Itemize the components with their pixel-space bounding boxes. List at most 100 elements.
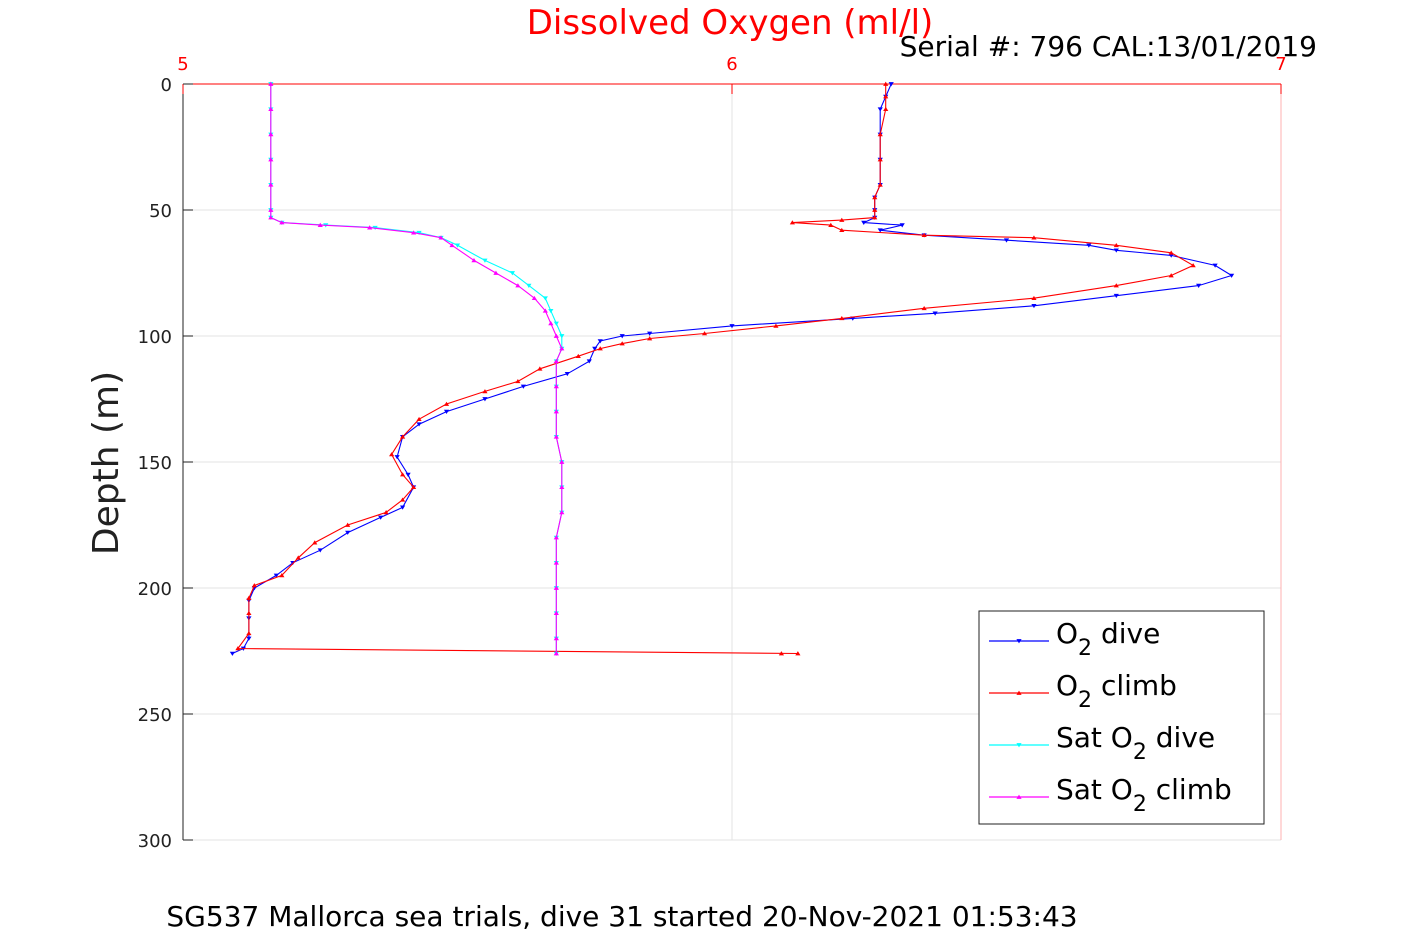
data-point-sat-o2-climb	[515, 283, 521, 288]
data-point-o2-climb	[883, 106, 889, 112]
legend-item-o2-climb: O2 climb	[989, 669, 1177, 713]
data-point-sat-o2-climb	[559, 510, 565, 515]
data-point-sat-o2-climb	[553, 409, 559, 414]
data-point-sat-o2-dive	[553, 321, 559, 326]
data-point-sat-o2-climb	[449, 242, 455, 248]
data-point-sat-o2-climb	[471, 258, 477, 263]
data-point-o2-dive	[597, 339, 603, 344]
data-point-sat-o2-dive	[454, 243, 461, 248]
data-point-o2-dive	[317, 548, 323, 553]
legend-item-o2-dive: O2 dive	[989, 617, 1160, 661]
data-point-sat-o2-climb	[553, 384, 559, 389]
series-layer	[229, 81, 1235, 656]
data-point-o2-dive	[520, 384, 526, 389]
data-point-o2-climb	[246, 631, 252, 636]
data-point-o2-dive	[861, 220, 867, 225]
data-point-sat-o2-climb	[559, 346, 565, 351]
data-point-o2-climb	[1113, 242, 1119, 248]
data-point-o2-climb	[883, 94, 889, 99]
data-point-o2-dive	[1212, 263, 1218, 268]
y-tick-label: 0	[161, 75, 172, 96]
data-point-o2-climb	[877, 157, 883, 162]
data-point-sat-o2-climb	[531, 295, 537, 301]
data-point-o2-climb	[1031, 235, 1037, 240]
data-point-o2-climb	[246, 610, 252, 616]
data-point-o2-climb	[1113, 283, 1119, 288]
data-point-o2-climb	[383, 510, 389, 515]
data-point-o2-dive	[1113, 293, 1119, 299]
data-point-o2-dive	[378, 515, 384, 520]
data-point-sat-o2-climb	[553, 358, 559, 364]
data-point-o2-dive	[443, 409, 450, 414]
data-point-sat-o2-climb	[268, 132, 274, 137]
data-point-sat-o2-climb	[553, 333, 559, 338]
data-point-sat-o2-dive	[526, 283, 532, 288]
chart-title: Dissolved Oxygen (ml/l)	[527, 3, 934, 43]
data-point-o2-climb	[235, 646, 241, 651]
data-point-o2-climb	[389, 452, 395, 457]
dive-caption: SG537 Mallorca sea trials, dive 31 start…	[166, 900, 1077, 933]
data-point-sat-o2-climb	[268, 215, 274, 220]
data-point-sat-o2-climb	[268, 182, 274, 187]
data-point-o2-climb	[443, 401, 450, 406]
data-point-o2-climb	[410, 484, 417, 490]
data-point-o2-climb	[482, 389, 488, 394]
legend-label: O2 dive	[1056, 617, 1160, 661]
data-point-sat-o2-dive	[548, 308, 554, 314]
data-point-o2-dive	[888, 82, 894, 87]
x-tick-label: 6	[726, 54, 737, 75]
data-point-o2-dive	[345, 530, 351, 535]
legend-item-sat-o2-dive: Sat O2 dive	[989, 721, 1215, 765]
data-point-o2-climb	[778, 651, 785, 656]
data-point-o2-climb	[828, 222, 834, 227]
data-point-sat-o2-climb	[493, 270, 499, 275]
data-point-sat-o2-climb	[553, 585, 559, 590]
data-point-sat-o2-climb	[559, 484, 565, 490]
data-point-o2-dive	[586, 359, 592, 364]
data-point-o2-dive	[405, 472, 411, 477]
data-point-sat-o2-dive	[416, 230, 422, 236]
data-point-sat-o2-climb	[548, 321, 554, 326]
x-tick-label: 5	[177, 54, 188, 75]
legend-label-base: O	[1056, 669, 1078, 702]
data-point-o2-dive	[1196, 283, 1202, 288]
data-point-o2-dive	[647, 331, 653, 336]
data-point-sat-o2-climb	[542, 308, 548, 313]
data-point-sat-o2-climb	[553, 651, 559, 656]
data-point-o2-climb	[789, 220, 795, 225]
axes: 5 6 7 0 50 100 150 200 250 300	[138, 54, 1287, 852]
data-point-sat-o2-climb	[553, 535, 559, 540]
y-tick-label: 250	[138, 705, 172, 726]
data-point-sat-o2-dive	[482, 258, 488, 263]
data-point-sat-o2-dive	[559, 334, 565, 339]
data-point-sat-o2-climb	[410, 230, 417, 235]
data-point-o2-climb	[1031, 295, 1037, 301]
data-point-o2-climb	[400, 434, 406, 439]
data-point-o2-climb	[251, 583, 257, 588]
data-point-o2-dive	[592, 346, 598, 351]
series-line-sat-o2-climb	[270, 84, 563, 654]
legend-swatch-marker	[1016, 690, 1022, 695]
data-point-o2-climb	[872, 195, 878, 200]
data-point-o2-climb	[701, 331, 708, 336]
data-point-sat-o2-climb	[553, 560, 559, 565]
data-point-o2-dive	[619, 334, 625, 339]
data-point-o2-dive	[394, 455, 400, 460]
data-point-o2-dive	[416, 422, 422, 427]
data-point-o2-dive	[400, 505, 406, 510]
legend-label-subscript: 2	[1078, 688, 1092, 713]
data-point-o2-dive	[1113, 248, 1119, 253]
data-point-sat-o2-climb	[268, 106, 274, 112]
data-point-sat-o2-climb	[268, 157, 274, 162]
legend-swatch-marker	[1016, 639, 1022, 644]
y-tick-label: 150	[138, 453, 172, 474]
legend-swatch-marker	[1016, 743, 1022, 748]
data-point-o2-climb	[921, 305, 927, 311]
data-point-o2-climb	[246, 595, 252, 600]
data-point-o2-climb	[839, 316, 845, 321]
data-point-o2-climb	[400, 472, 406, 477]
data-point-sat-o2-dive	[509, 271, 515, 276]
data-point-o2-dive	[729, 324, 735, 329]
data-point-sat-o2-climb	[438, 235, 444, 240]
